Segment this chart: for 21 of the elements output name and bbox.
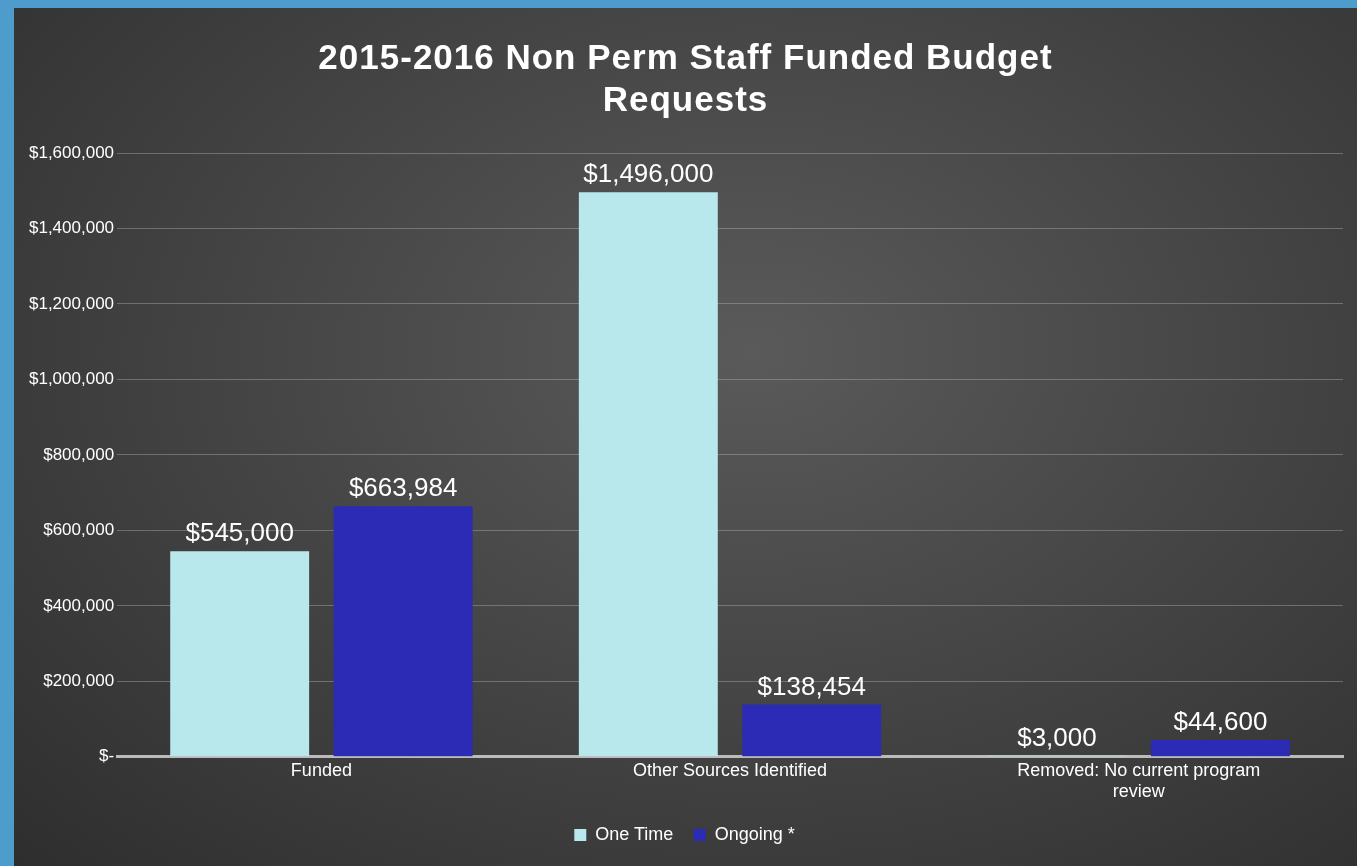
x-tick-label: Removed: No current program review [1017,759,1261,802]
data-label: $3,000 [1017,721,1097,752]
y-tick-label: $1,600,000 [28,142,115,162]
y-tick-label: $600,000 [43,520,115,540]
y-tick-label: $800,000 [43,444,115,464]
x-tick-label: Other Sources Identified [632,759,828,780]
y-tick-label: $1,400,000 [28,218,115,238]
data-label: $1,496,000 [583,158,714,189]
chart-title: 2015-2016 Non Perm Staff Funded Budget Requests [317,36,1054,120]
y-tick-label: $- [98,746,115,766]
y-tick-label: $200,000 [43,671,115,691]
legend-label: One Time [595,823,674,844]
data-label: $663,984 [348,472,458,503]
data-label: $44,600 [1173,706,1268,737]
legend-label: Ongoing * [714,823,795,844]
y-tick-label: $1,000,000 [28,369,115,389]
y-tick-label: $1,200,000 [28,293,115,313]
data-label: $545,000 [185,517,294,548]
x-tick-label: Funded [290,759,352,780]
data-label: $138,454 [757,670,866,701]
y-tick-label: $400,000 [43,595,115,615]
